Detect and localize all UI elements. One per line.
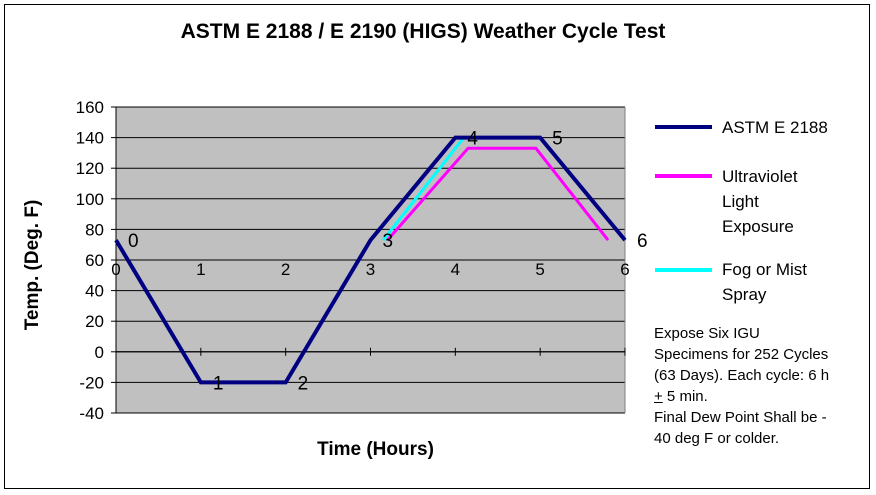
y-tick-labels: 160 140 120 100 80 60 40 20 0 -20 -40 xyxy=(76,98,104,423)
y-tick-label: -40 xyxy=(79,404,104,423)
y-tick-label: 0 xyxy=(95,343,104,362)
note-text: 5 min. xyxy=(662,388,708,405)
series-line xyxy=(114,135,627,385)
gridlines xyxy=(111,106,625,414)
note-line: Final Dew Point Shall be - xyxy=(654,409,827,426)
y-tick-label: 40 xyxy=(85,282,104,301)
point-label: 0 xyxy=(128,231,139,252)
test-note: Expose Six IGU Specimens for 252 Cycles … xyxy=(654,323,864,449)
y-tick-label: 80 xyxy=(85,220,104,239)
x-tick-label: 3 xyxy=(366,260,375,279)
legend-label: Fog or Mist xyxy=(722,260,808,279)
legend-label: Spray xyxy=(722,285,767,304)
point-label: 1 xyxy=(213,373,224,394)
x-tick-label: 4 xyxy=(451,260,460,279)
point-label: 2 xyxy=(298,373,309,394)
note-line: Specimens for 252 Cycles xyxy=(654,346,829,363)
x-tick-labels: 0 1 2 3 4 5 6 xyxy=(111,260,630,356)
legend-label: Exposure xyxy=(722,217,794,236)
point-label: 5 xyxy=(552,129,563,150)
legend-entry-astm: ASTM E 2188 xyxy=(722,115,828,140)
x-axis-label: Time (Hours) xyxy=(317,439,434,460)
series-lines xyxy=(114,135,627,385)
legend-swatches xyxy=(655,125,712,272)
point-label: 3 xyxy=(383,231,394,252)
legend-entry-uv: Ultraviolet Light Exposure xyxy=(722,164,798,239)
y-axis-label: Temp. (Deg. F) xyxy=(22,200,43,331)
y-tick-label: 100 xyxy=(76,190,104,209)
y-tick-label: 160 xyxy=(76,98,104,117)
note-line: 40 deg F or colder. xyxy=(654,430,780,447)
x-tick-label: 6 xyxy=(620,260,629,279)
note-line: Expose Six IGU xyxy=(654,325,760,342)
note-line: (63 Days). Each cycle: 6 h xyxy=(654,367,830,384)
note-line: + 5 min. xyxy=(654,386,864,407)
y-tick-label: -20 xyxy=(79,373,104,392)
x-tick-label: 5 xyxy=(535,260,544,279)
point-label: 6 xyxy=(637,231,648,252)
x-tick-label: 2 xyxy=(281,260,290,279)
legend-entry-fog: Fog or Mist Spray xyxy=(722,257,807,307)
y-tick-label: 60 xyxy=(85,251,104,270)
x-tick-label: 0 xyxy=(111,260,120,279)
y-tick-label: 120 xyxy=(76,159,104,178)
plus-minus-sign: + xyxy=(654,388,663,405)
y-tick-label: 140 xyxy=(76,129,104,148)
legend-label: Ultraviolet xyxy=(722,167,798,186)
series-line xyxy=(382,136,465,242)
legend-label: Light xyxy=(722,192,759,211)
series-line xyxy=(386,146,610,242)
x-tick-label: 1 xyxy=(196,260,205,279)
chart-title: ASTM E 2188 / E 2190 (HIGS) Weather Cycl… xyxy=(180,20,666,43)
legend-label: ASTM E 2188 xyxy=(722,118,828,137)
point-labels: 0 1 2 3 4 5 6 xyxy=(128,129,648,395)
point-label: 4 xyxy=(467,129,478,150)
y-tick-label: 20 xyxy=(85,312,104,331)
